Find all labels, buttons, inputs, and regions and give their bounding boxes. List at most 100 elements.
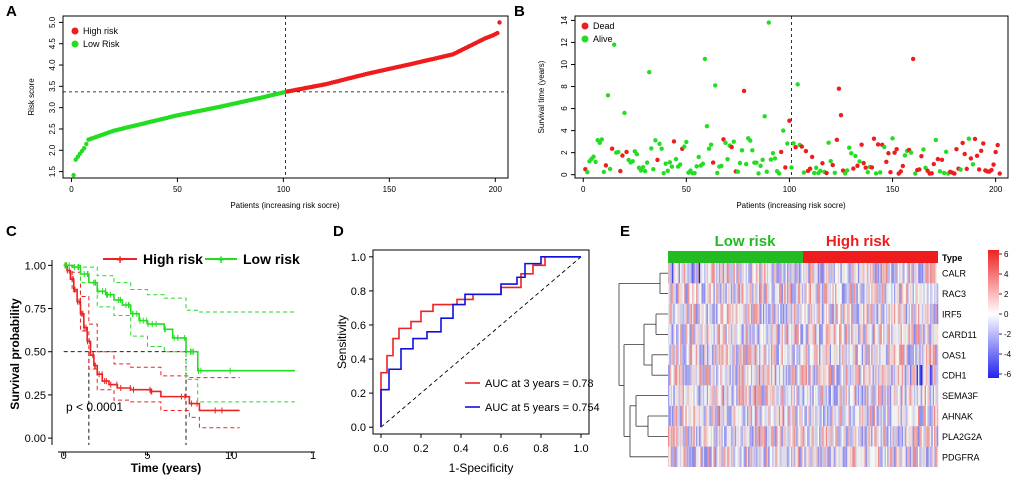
heatmap-cell: [837, 385, 840, 406]
heatmap-cell: [924, 426, 927, 447]
heatmap-cell: [888, 365, 891, 386]
heatmap-cell: [700, 303, 702, 325]
heatmap-cell: [730, 324, 733, 345]
heatmap-cell: [693, 446, 696, 467]
heatmap-cell: [871, 263, 873, 284]
survival-point: [995, 142, 1000, 148]
heatmap-cell: [704, 263, 706, 284]
heatmap-cell: [697, 324, 700, 345]
heatmap-cell: [827, 263, 829, 284]
heatmap-cell: [750, 385, 753, 406]
heatmap-cell: [749, 365, 752, 386]
heatmap-cell: [817, 303, 820, 325]
survival-point: [832, 170, 837, 176]
heatmap-cell: [907, 365, 909, 386]
heatmap-cell: [717, 365, 720, 386]
heatmap-cell: [745, 426, 748, 447]
heatmap-cell: [824, 283, 827, 304]
heatmap-cell: [811, 303, 813, 325]
heatmap-cell: [860, 365, 863, 386]
heatmap-cell: [815, 344, 817, 365]
survival-point: [787, 118, 792, 123]
heatmap-cell: [722, 426, 725, 447]
heatmap-cell: [936, 446, 939, 467]
heatmap-cell: [736, 446, 738, 467]
heatmap-cell: [764, 303, 766, 325]
y-tick-label-a: 2.5: [48, 123, 57, 135]
heatmap-cell: [821, 283, 824, 304]
heatmap-cell: [689, 303, 692, 325]
heatmap-cell: [848, 385, 851, 406]
heatmap-cell: [915, 385, 917, 406]
heatmap-cell: [879, 385, 881, 406]
heatmap-cell: [889, 446, 892, 467]
survival-point: [762, 114, 767, 119]
heatmap-cell: [700, 344, 702, 365]
survival-point: [844, 168, 850, 173]
heatmap-cell: [840, 385, 843, 406]
heatmap-cell: [907, 303, 909, 325]
survival-point: [861, 160, 866, 166]
heatmap-cell: [887, 324, 889, 345]
heatmap-cell: [742, 324, 745, 345]
heatmap-cell: [764, 426, 766, 447]
heatmap-cell: [896, 303, 899, 325]
heatmap-cell: [896, 365, 899, 386]
heatmap-cell: [678, 263, 681, 284]
heatmap-cell: [865, 263, 868, 284]
survival-point: [671, 139, 677, 144]
heatmap-cell: [825, 426, 828, 447]
heatmap-cell: [872, 283, 875, 304]
heatmap-cell: [738, 385, 741, 406]
heatmap-cell: [908, 365, 911, 386]
heatmap-cell: [936, 263, 939, 284]
heatmap-cell: [729, 324, 732, 345]
heatmap-cell: [880, 446, 883, 467]
heatmap-cell: [919, 385, 921, 406]
heatmap-cell: [935, 303, 937, 325]
heatmap-cell: [935, 365, 937, 386]
heatmap-cell: [901, 385, 904, 406]
survival-point: [962, 151, 967, 157]
heatmap-cell: [859, 405, 861, 427]
heatmap-cell: [841, 344, 844, 365]
heatmap-cell: [789, 405, 792, 427]
heatmap-cell: [801, 385, 804, 406]
heatmap-cell: [892, 283, 895, 304]
heatmap-cell: [932, 385, 935, 406]
heatmap-cell: [821, 263, 824, 284]
heatmap-cell: [865, 446, 868, 467]
heatmap-cell: [865, 385, 868, 406]
heatmap-cell: [837, 426, 840, 447]
survival-point: [935, 156, 941, 162]
heatmap-cell: [907, 263, 909, 284]
heatmap-cell: [784, 385, 786, 406]
heatmap-cell: [815, 365, 817, 386]
heatmap-cell: [929, 263, 932, 284]
heatmap-cell: [789, 344, 792, 365]
heatmap-cell: [828, 344, 831, 365]
heatmap-cell: [720, 324, 722, 345]
heatmap-cell: [904, 263, 907, 284]
heatmap-cell: [717, 405, 720, 427]
heatmap-cell: [893, 385, 896, 406]
heatmap-cell: [761, 263, 764, 284]
heatmap-cell: [704, 324, 706, 345]
heatmap-cell: [681, 324, 684, 345]
heatmap-cell: [908, 344, 911, 365]
heatmap-cell: [749, 324, 752, 345]
heatmap-cell: [746, 303, 749, 325]
heatmap-cell: [927, 324, 929, 345]
heatmap-cell: [692, 324, 694, 345]
heatmap-cell: [916, 446, 919, 467]
panel-label-d: D: [333, 223, 344, 240]
heatmap-cell: [725, 365, 728, 386]
heatmap-cell: [668, 344, 670, 365]
heatmap-cell: [733, 446, 736, 467]
y-tick-label-c: 0.75: [25, 304, 46, 316]
heatmap-cell: [820, 426, 823, 447]
heatmap-cell: [780, 446, 782, 467]
heatmap-cell: [903, 283, 905, 304]
heatmap-cell: [686, 283, 689, 304]
